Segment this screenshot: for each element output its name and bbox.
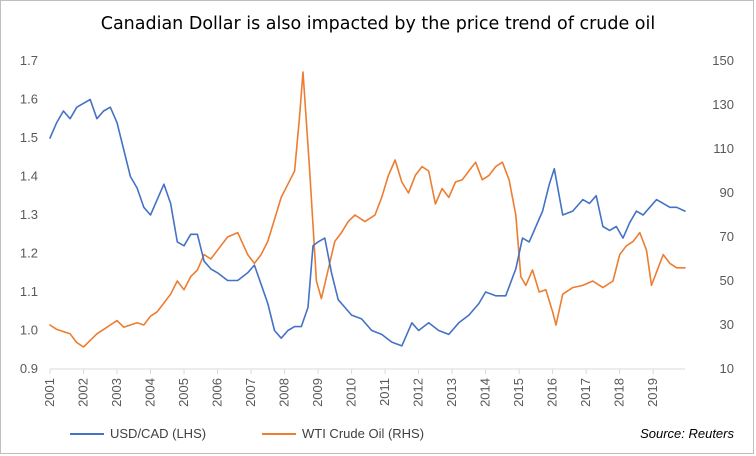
x-tick-label: 2007 bbox=[243, 378, 258, 407]
y-right-tick-label: 70 bbox=[720, 229, 734, 244]
x-tick-label: 2012 bbox=[411, 378, 426, 407]
x-tick-label: 2005 bbox=[176, 378, 191, 407]
x-tick-label: 2013 bbox=[444, 378, 459, 407]
chart-title: Canadian Dollar is also impacted by the … bbox=[100, 14, 656, 34]
x-tick-label: 2008 bbox=[277, 378, 292, 407]
y-left-tick-label: 1.6 bbox=[20, 92, 38, 107]
y-right-tick-label: 10 bbox=[720, 361, 734, 376]
legend-swatch-usdcad bbox=[70, 432, 104, 435]
y-left-tick-label: 1.3 bbox=[20, 207, 38, 222]
x-tick-label: 2001 bbox=[42, 378, 57, 407]
x-tick-label: 2015 bbox=[511, 378, 526, 407]
legend-swatch-wti bbox=[262, 432, 296, 435]
y-left-tick-label: 1.4 bbox=[20, 169, 38, 184]
x-tick-label: 2014 bbox=[478, 378, 493, 407]
legend-item-usdcad: USD/CAD (LHS) bbox=[70, 426, 206, 441]
y-left-tick-label: 1.1 bbox=[20, 284, 38, 299]
source-note: Source: Reuters bbox=[640, 426, 734, 441]
legend-item-wti: WTI Crude Oil (RHS) bbox=[262, 426, 424, 441]
x-tick-label: 2016 bbox=[545, 378, 560, 407]
legend: USD/CAD (LHS) WTI Crude Oil (RHS) bbox=[0, 426, 756, 446]
y-left-tick-label: 0.9 bbox=[20, 361, 38, 376]
y-right-tick-label: 90 bbox=[720, 185, 734, 200]
x-tick-label: 2006 bbox=[210, 378, 225, 407]
y-right-tick-label: 110 bbox=[713, 141, 734, 156]
y-left-tick-label: 1.2 bbox=[20, 246, 38, 261]
legend-label-wti: WTI Crude Oil (RHS) bbox=[302, 426, 425, 441]
y-right-tick-label: 30 bbox=[720, 317, 734, 332]
x-tick-label: 2002 bbox=[76, 378, 91, 407]
y-right-tick-label: 130 bbox=[712, 97, 734, 112]
x-tick-label: 2003 bbox=[109, 378, 124, 407]
y-axis-left: 0.9 1.0 1.1 1.2 1.3 1.4 1.5 1.6 1.7 bbox=[20, 53, 38, 376]
x-tick-label: 2010 bbox=[344, 378, 359, 407]
y-left-tick-label: 1.7 bbox=[20, 53, 38, 68]
x-tick-label: 2018 bbox=[612, 378, 627, 407]
x-tick-label: 2017 bbox=[578, 378, 593, 407]
y-left-tick-label: 1.5 bbox=[20, 130, 38, 145]
x-axis: 2001 2002 2003 2004 2005 2006 2007 2008 2009 2010… bbox=[42, 368, 685, 407]
legend-label-usdcad: USD/CAD (LHS) bbox=[110, 426, 207, 441]
y-right-tick-label: 150 bbox=[712, 53, 734, 68]
y-left-tick-label: 1.0 bbox=[20, 323, 38, 338]
y-right-tick-label: 50 bbox=[720, 273, 734, 288]
x-tick-label: 2004 bbox=[143, 378, 158, 407]
x-tick-label: 2019 bbox=[645, 378, 660, 407]
series-line-usdcad bbox=[49, 98, 686, 347]
series-line-wti bbox=[49, 71, 686, 348]
series-group bbox=[49, 71, 686, 348]
x-tick-label: 2009 bbox=[310, 378, 325, 407]
y-axis-right: 10 30 50 70 90 110 130 150 bbox=[712, 53, 734, 376]
x-tick-label: 2011 bbox=[377, 378, 392, 406]
